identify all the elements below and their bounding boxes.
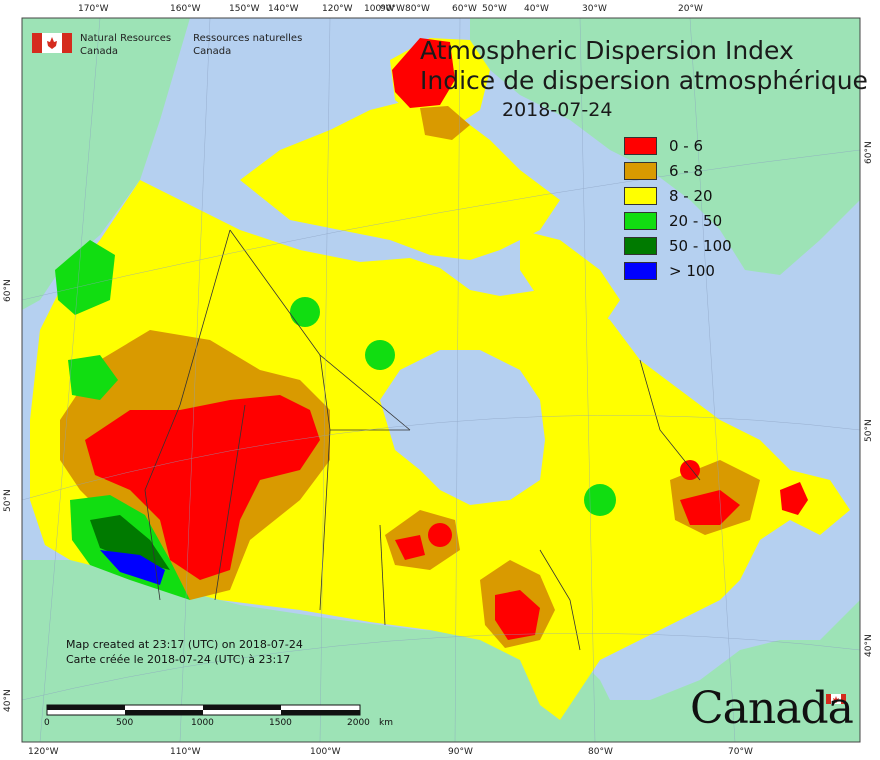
canada-flag-icon <box>32 33 72 53</box>
legend-item: 8 - 20 <box>624 183 732 208</box>
bottom-tick-110w: 110°W <box>170 747 201 757</box>
scale-label-1000: 1000 <box>191 718 214 728</box>
zone-red-newfoundland <box>780 482 808 515</box>
creation-note-fr: Carte créée le 2018-07-24 (UTC) à 23:17 <box>66 653 291 666</box>
title-english: Atmospheric Dispersion Index <box>420 36 794 65</box>
legend-swatch <box>624 136 657 155</box>
zone-red-northern-ontario <box>428 523 452 547</box>
legend-swatch <box>624 236 657 255</box>
legend-label: 0 - 6 <box>669 136 704 155</box>
map-frame-border <box>21 17 861 743</box>
bottom-tick-90w: 90°W <box>448 747 473 757</box>
top-tick-40w: 40°W <box>524 4 549 14</box>
top-tick-80w: 80°W <box>405 4 430 14</box>
scale-unit-km: km <box>379 718 393 728</box>
legend-item: > 100 <box>624 258 732 283</box>
legend-swatch <box>624 161 657 180</box>
top-tick-170w: 170°W <box>78 4 109 14</box>
bottom-tick-100w: 100°W <box>310 747 341 757</box>
bottom-tick-70w: 70°W <box>728 747 753 757</box>
zone-red-west <box>85 395 320 580</box>
top-tick-90w: 90°W <box>380 4 405 14</box>
top-tick-20w: 20°W <box>678 4 703 14</box>
legend-item: 20 - 50 <box>624 208 732 233</box>
provincial-borders <box>144 229 701 651</box>
zone-orange-ellesmere <box>420 106 470 140</box>
hudson-bay <box>380 350 545 505</box>
bottom-tick-80w: 80°W <box>588 747 613 757</box>
usa-land <box>22 560 860 742</box>
right-tick-40n: 40°N <box>864 634 874 657</box>
legend: 0 - 6 6 - 8 8 - 20 20 - 50 50 - 100 > 10… <box>624 133 732 283</box>
top-tick-140w: 140°W <box>268 4 299 14</box>
legend-label: 20 - 50 <box>669 211 723 230</box>
legend-label: 6 - 8 <box>669 161 704 180</box>
map-date: 2018-07-24 <box>502 99 613 121</box>
zone-green-yukon <box>68 355 118 400</box>
zone-darkgreen-bc <box>90 515 170 570</box>
zone-red-ontario <box>495 590 540 640</box>
graticule <box>21 17 861 743</box>
scale-bar <box>46 704 361 716</box>
scale-label-0: 0 <box>44 718 50 728</box>
alaska-land <box>22 18 190 310</box>
legend-label: > 100 <box>669 261 715 280</box>
zone-green-alaska <box>55 240 115 315</box>
creation-note-en: Map created at 23:17 (UTC) on 2018-07-24 <box>66 638 303 651</box>
legend-swatch <box>624 261 657 280</box>
map-title: Atmospheric Dispersion Index Indice de d… <box>420 36 868 121</box>
zone-red-ellesmere <box>392 38 455 108</box>
canada-wordmark: Canada <box>690 683 854 734</box>
top-tick-60w: 60°W <box>452 4 477 14</box>
agency-name-fr: Ressources naturelles Canada <box>193 33 303 57</box>
baffin-island <box>520 230 620 330</box>
zone-red-quebec <box>680 460 700 480</box>
zone-green-quebec <box>584 484 616 516</box>
legend-swatch <box>624 211 657 230</box>
legend-item: 6 - 8 <box>624 158 732 183</box>
top-tick-120w: 120°W <box>322 4 353 14</box>
creation-note: Map created at 23:17 (UTC) on 2018-07-24… <box>66 637 303 667</box>
top-tick-150w: 150°W <box>229 4 260 14</box>
zone-red-manitoba <box>395 535 425 560</box>
scale-label-1500: 1500 <box>269 718 292 728</box>
left-tick-40n: 40°N <box>3 689 13 712</box>
agency-name-en: Natural Resources Canada <box>80 33 172 57</box>
agency-signature: Natural Resources Canada Ressources natu… <box>32 32 302 58</box>
zone-red-labrador <box>680 490 740 525</box>
arctic-islands <box>240 100 560 260</box>
bottom-tick-120w: 120°W <box>28 747 59 757</box>
zone-blue-bc <box>100 550 165 585</box>
zone-green-nwt <box>290 297 320 327</box>
top-tick-50w: 50°W <box>482 4 507 14</box>
left-tick-60n: 60°N <box>3 279 13 302</box>
right-tick-50n: 50°N <box>864 419 874 442</box>
zone-green-nunavut <box>365 340 395 370</box>
top-tick-160w: 160°W <box>170 4 201 14</box>
legend-item: 0 - 6 <box>624 133 732 158</box>
greenland-land <box>470 18 860 275</box>
legend-label: 8 - 20 <box>669 186 713 205</box>
top-tick-100w: 100°W <box>364 4 395 14</box>
title-french: Indice de dispersion atmosphérique <box>420 66 868 95</box>
right-tick-60n: 60°N <box>864 141 874 164</box>
scale-label-2000: 2000 <box>347 718 370 728</box>
wordmark-flag-icon <box>826 694 846 704</box>
scale-label-500: 500 <box>116 718 134 728</box>
legend-label: 50 - 100 <box>669 236 732 255</box>
legend-item: 50 - 100 <box>624 233 732 258</box>
left-tick-50n: 50°N <box>3 489 13 512</box>
top-tick-30w: 30°W <box>582 4 607 14</box>
legend-swatch <box>624 186 657 205</box>
